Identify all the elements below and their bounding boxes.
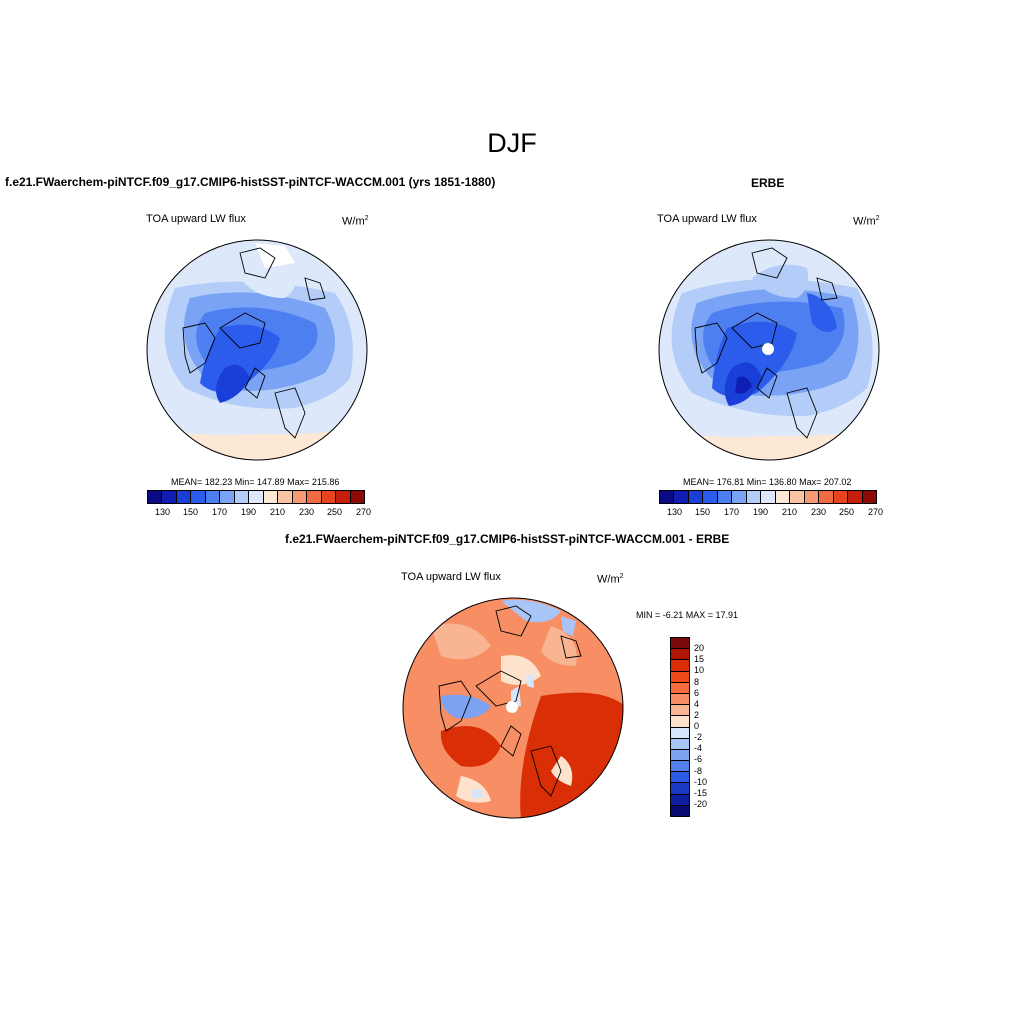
panel3-colorbar-label: 2 xyxy=(694,710,700,720)
panel3-colorbar-label: 15 xyxy=(694,654,705,664)
figure-title: DJF xyxy=(487,128,537,158)
panel3-stats: MIN = -6.21 MAX = 17.91 xyxy=(636,610,739,620)
panel2-colorbar-label: 150 xyxy=(695,507,711,517)
panel3-units: W/m2 xyxy=(597,573,624,586)
panel3-colorbar-label: 0 xyxy=(694,721,700,731)
panel1-colorbar xyxy=(147,490,365,504)
panel3-colorbar-label: -10 xyxy=(694,777,708,787)
panel1-colorbar-label: 250 xyxy=(327,507,343,517)
panel3-colorbar-label: 6 xyxy=(694,688,700,698)
panel2-colorbar-label: 270 xyxy=(868,507,884,517)
panel2-colorbar-label: 250 xyxy=(839,507,855,517)
panel3-colorbar xyxy=(670,637,690,817)
panel3-polar-map xyxy=(402,597,624,819)
panel3-variable-label: TOA upward LW flux xyxy=(401,571,501,583)
panel2-colorbar-label: 170 xyxy=(724,507,740,517)
panel1-colorbar-label: 170 xyxy=(212,507,228,517)
panel1-colorbar-label: 230 xyxy=(299,507,315,517)
panel2-stats: MEAN= 176.81 Min= 136.80 Max= 207.02 xyxy=(683,477,852,487)
panel1-colorbar-label: 150 xyxy=(183,507,199,517)
panel3-colorbar-label: 20 xyxy=(694,643,705,653)
panel1-variable-label: TOA upward LW flux xyxy=(146,213,246,225)
panel1-polar-map xyxy=(146,239,368,461)
panel2-colorbar xyxy=(659,490,877,504)
panel1-stats: MEAN= 182.23 Min= 147.89 Max= 215.86 xyxy=(171,477,340,487)
panel2-colorbar-label: 190 xyxy=(753,507,769,517)
panel3-colorbar-label: -2 xyxy=(694,732,703,742)
panel1-colorbar-label: 190 xyxy=(241,507,257,517)
panel3-colorbar-label: 10 xyxy=(694,665,705,675)
panel2-units: W/m2 xyxy=(853,215,880,228)
panel1-units: W/m2 xyxy=(342,215,369,228)
panel3-colorbar-label: -6 xyxy=(694,754,703,764)
panel3-colorbar-label: 8 xyxy=(694,677,700,687)
panel3-colorbar-label: -15 xyxy=(694,788,708,798)
panel2-title: ERBE xyxy=(751,176,785,190)
panel2-variable-label: TOA upward LW flux xyxy=(657,213,757,225)
panel1-title: f.e21.FWaerchem-piNTCF.f09_g17.CMIP6-his… xyxy=(5,175,496,189)
panel1-colorbar-label: 130 xyxy=(155,507,171,517)
panel1-colorbar-label: 210 xyxy=(270,507,286,517)
panel3-colorbar-label: -20 xyxy=(694,799,708,809)
panel3-colorbar-label: -4 xyxy=(694,743,703,753)
panel2-colorbar-label: 210 xyxy=(782,507,798,517)
panel3-colorbar-label: 4 xyxy=(694,699,700,709)
panel2-polar-map xyxy=(658,239,880,461)
panel1-colorbar-label: 270 xyxy=(356,507,372,517)
panel3-colorbar-label: -8 xyxy=(694,766,703,776)
panel2-colorbar-label: 130 xyxy=(667,507,683,517)
panel3-title: f.e21.FWaerchem-piNTCF.f09_g17.CMIP6-his… xyxy=(285,532,730,546)
panel2-colorbar-label: 230 xyxy=(811,507,827,517)
